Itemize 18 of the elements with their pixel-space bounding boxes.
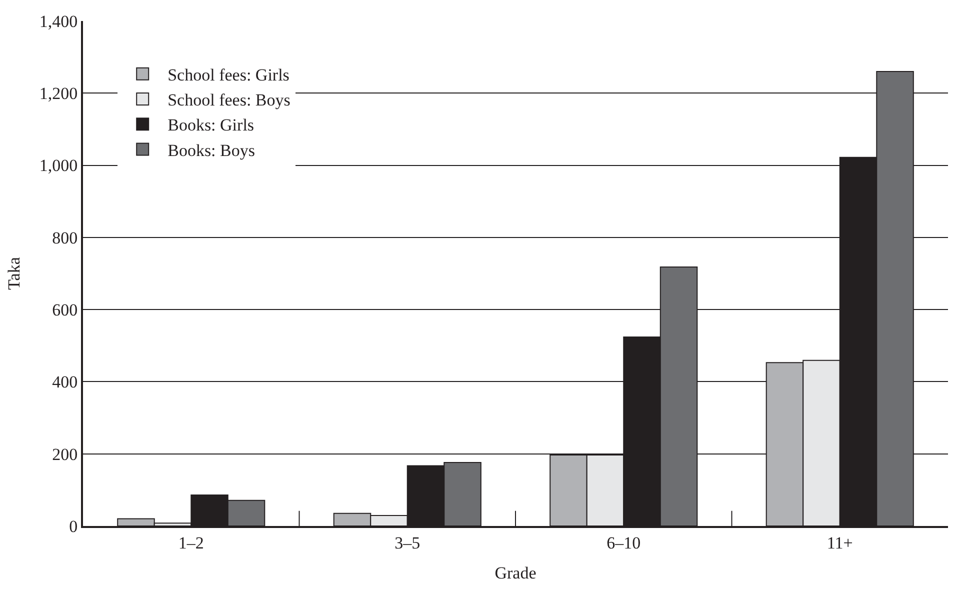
y-tick-label: 800 (52, 228, 78, 248)
y-tick-label: 1,200 (39, 84, 78, 104)
x-tick-label: 3–5 (394, 533, 420, 552)
y-tick-label: 200 (52, 444, 78, 464)
x-tick-label: 11+ (826, 533, 853, 552)
legend-label: School fees: Boys (168, 90, 290, 110)
y-tick-label: 1,000 (39, 156, 78, 176)
x-axis-title: Grade (494, 563, 536, 582)
x-tick-label: 6–10 (606, 533, 641, 552)
y-tick-label: 1,400 (39, 12, 78, 31)
y-tick-label: 0 (69, 516, 78, 536)
legend-label: School fees: Girls (168, 66, 290, 85)
y-axis-title: Taka (4, 256, 24, 290)
legend-label: Books: Girls (168, 116, 254, 135)
y-tick-label: 600 (52, 300, 78, 320)
y-tick-label: 400 (52, 372, 78, 392)
legend-label: Books: Boys (168, 140, 255, 160)
x-tick-label: 1–2 (178, 533, 204, 552)
